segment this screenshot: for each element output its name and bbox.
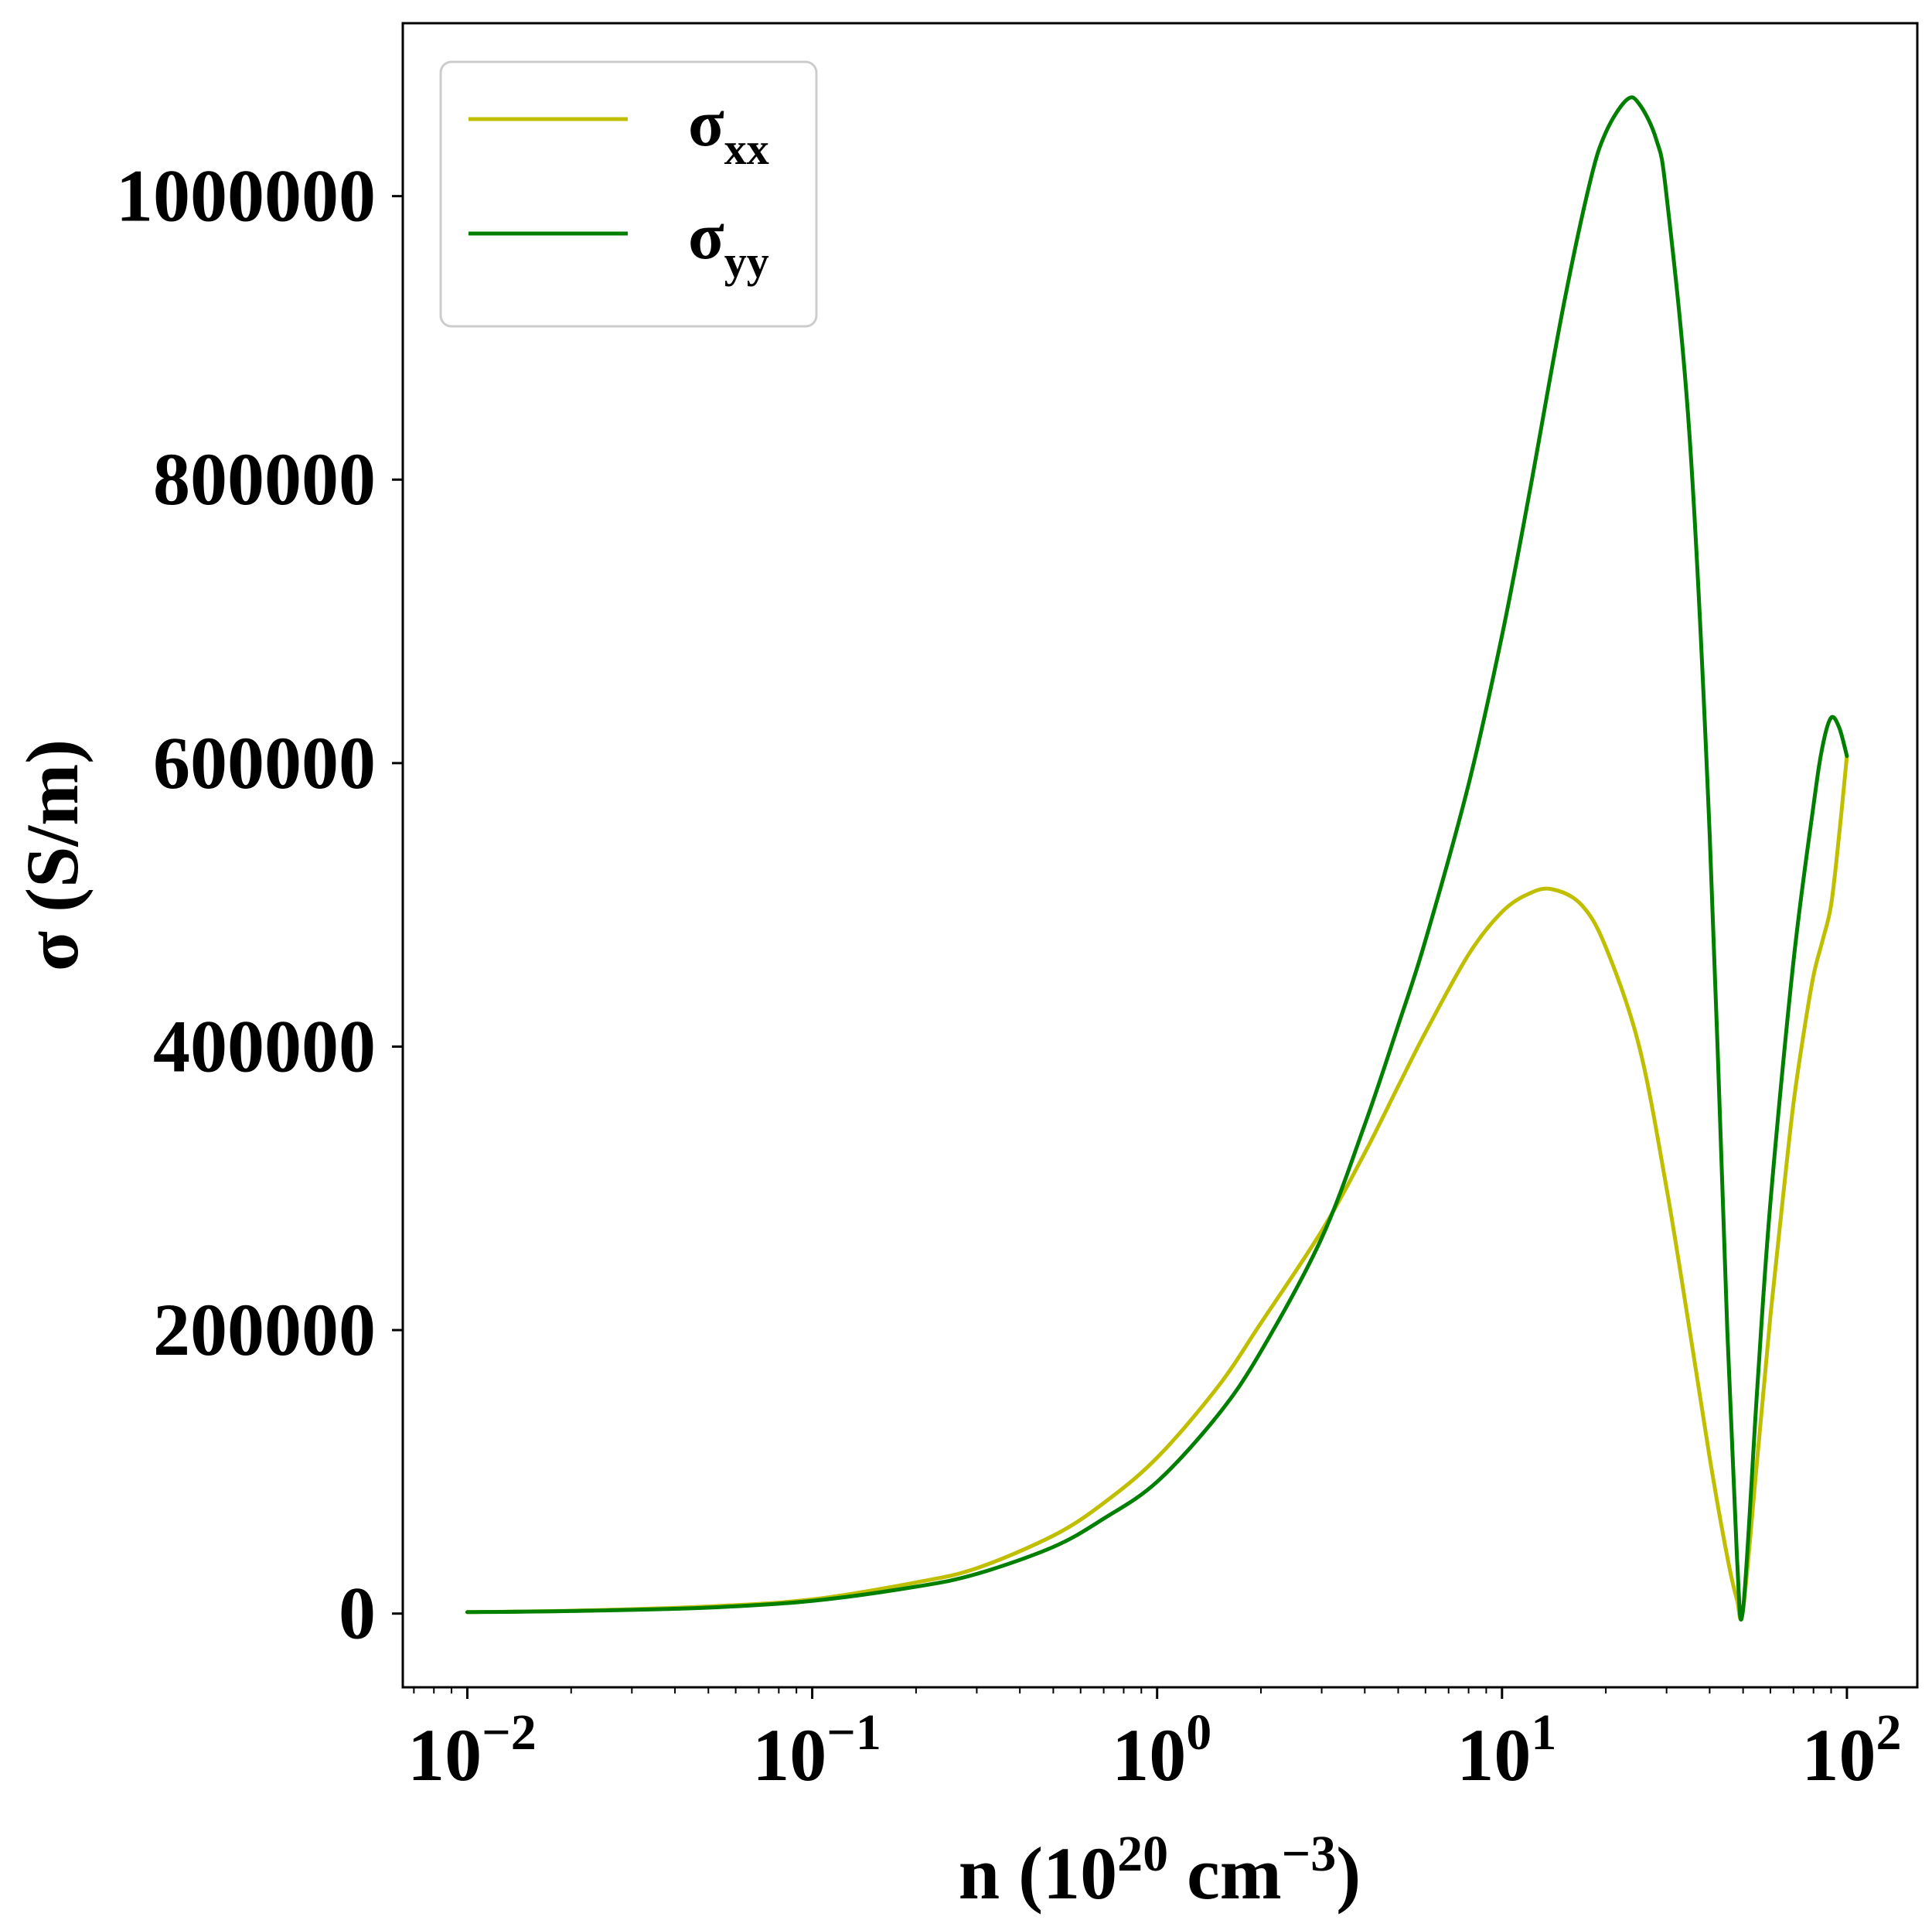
x-tick-label: 10−2 <box>407 1704 537 1796</box>
x-axis: 10−2 10−1 100 101 102 <box>407 1687 1901 1796</box>
series-layer <box>465 95 1849 1622</box>
x-axis-label: n (1020 cm−3) <box>959 1826 1361 1915</box>
x-minor-ticks <box>413 1687 1832 1693</box>
legend: σxx σyy <box>439 60 818 328</box>
y-axis-label: σ (S/m) <box>11 739 94 971</box>
legend-label-sigma-xx-base: σ <box>688 86 724 160</box>
series-line-yy <box>465 95 1849 1622</box>
y-tick-label: 600000 <box>153 721 376 804</box>
y-tick-label: 0 <box>339 1572 376 1655</box>
y-tick-label: 1000000 <box>116 155 376 237</box>
y-tick-label: 400000 <box>153 1004 376 1087</box>
y-tick-label: 200000 <box>153 1288 376 1371</box>
x-axis-label-suffix: ) <box>1336 1832 1361 1915</box>
x-tick-label: 100 <box>1112 1704 1211 1796</box>
x-axis-label-exponent-1: 20 <box>1117 1826 1168 1882</box>
series-line-xx <box>465 754 1849 1622</box>
y-tick-label: 800000 <box>153 438 376 520</box>
legend-label-sigma-xx: σxx <box>688 86 769 174</box>
x-tick-label: 101 <box>1457 1704 1556 1796</box>
x-axis-label-prefix: n (10 <box>959 1832 1117 1915</box>
legend-label-sigma-yy: σyy <box>688 199 769 287</box>
y-axis: 0 200000 400000 600000 800000 1000000 <box>116 155 403 1655</box>
x-axis-label-exponent-2: −3 <box>1282 1826 1337 1882</box>
legend-box <box>439 60 818 328</box>
legend-label-sigma-yy-sub: yy <box>724 237 769 287</box>
x-tick-label: 102 <box>1801 1704 1901 1796</box>
x-axis-label-unit: cm <box>1168 1832 1282 1915</box>
legend-label-sigma-xx-sub: xx <box>724 124 769 174</box>
x-tick-label: 10−1 <box>752 1704 881 1796</box>
legend-label-sigma-yy-base: σ <box>688 199 724 273</box>
